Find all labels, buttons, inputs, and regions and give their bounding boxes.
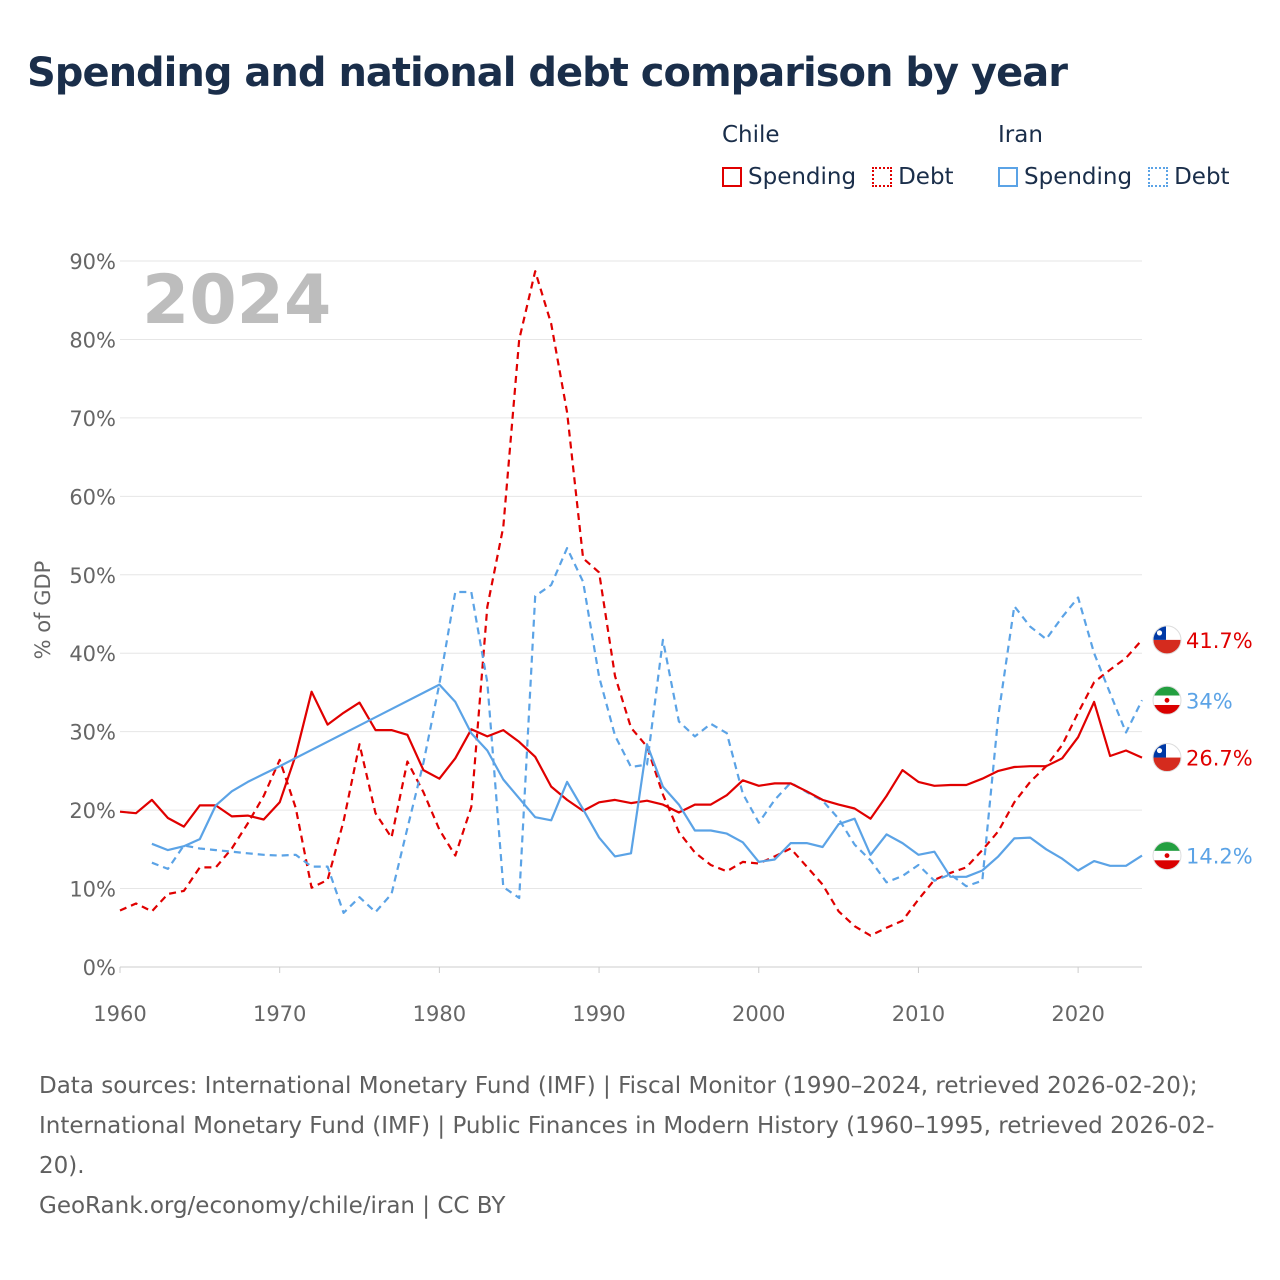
legend-group-label: Iran — [998, 122, 1043, 148]
legend-group-iran: Iran Spending Debt — [998, 122, 1230, 190]
legend-chile-debt[interactable]: Debt — [872, 164, 954, 190]
x-tick-label: 1960 — [93, 1002, 146, 1026]
series-line-chile-debt[interactable] — [119, 270, 1143, 937]
chile-flag-icon — [1153, 743, 1181, 772]
legend-swatch-dotted — [872, 167, 893, 187]
end-label-chile-spending[interactable]: 26.7% — [1152, 743, 1253, 773]
end-value-label: 34% — [1186, 689, 1233, 713]
y-tick-label: 20% — [69, 799, 116, 823]
year-watermark: 2024 — [142, 261, 331, 340]
x-tick-label: 2010 — [892, 1002, 945, 1026]
legend-swatch-solid — [998, 167, 1018, 187]
end-label-iran-debt[interactable]: 34% — [1152, 685, 1233, 715]
x-tick-label: 2020 — [1051, 1002, 1104, 1026]
iran-flag-icon — [1153, 686, 1181, 715]
chart-title: Spending and national debt comparison by… — [27, 50, 1068, 96]
end-label-chile-debt[interactable]: 41.7% — [1152, 625, 1253, 655]
y-tick-label: 80% — [69, 328, 116, 352]
x-axis-ticks: 1960 1970 1980 1990 2000 2010 2020 — [93, 967, 1105, 1026]
y-tick-label: 70% — [69, 407, 116, 431]
end-value-label: 14.2% — [1186, 845, 1253, 869]
legend-iran-spending[interactable]: Spending — [998, 164, 1132, 190]
y-tick-label: 30% — [69, 721, 116, 745]
series-lines — [119, 270, 1143, 937]
legend-item-label: Debt — [898, 164, 954, 190]
gridlines — [120, 260, 1142, 968]
legend-item-label: Spending — [1024, 164, 1133, 190]
legend-group-label: Chile — [722, 122, 780, 148]
legend-group-chile: Chile Spending Debt — [722, 122, 954, 190]
series-end-markers: 26.7% 41.7% 14.2% 34% — [1152, 625, 1253, 871]
legend-item-label: Spending — [748, 164, 857, 190]
series-line-chile-spending[interactable] — [119, 690, 1143, 828]
data-sources: Data sources: International Monetary Fun… — [39, 1073, 1215, 1179]
y-axis-label: % of GDP — [31, 561, 55, 660]
footer: Data sources: International Monetary Fun… — [39, 1066, 1239, 1226]
line-chart: 0%10%20%30%40%50%60%70%80%90% 1960 1970 19… — [31, 250, 1253, 1026]
y-tick-label: 10% — [69, 878, 116, 902]
x-tick-label: 2000 — [732, 1002, 785, 1026]
y-tick-label: 0% — [83, 956, 116, 980]
series-line-iran-spending[interactable] — [151, 683, 1143, 878]
x-tick-label: 1990 — [572, 1002, 625, 1026]
credit-link[interactable]: GeoRank.org/economy/chile/iran | CC BY — [39, 1193, 506, 1219]
y-tick-label: 90% — [69, 250, 116, 274]
iran-flag-icon — [1153, 841, 1181, 870]
x-tick-label: 1980 — [413, 1002, 466, 1026]
legend-swatch-solid — [722, 167, 742, 187]
end-value-label: 41.7% — [1186, 629, 1253, 653]
legend-swatch-dotted — [1148, 167, 1169, 187]
legend-iran-debt[interactable]: Debt — [1148, 164, 1230, 190]
end-label-iran-spending[interactable]: 14.2% — [1152, 841, 1253, 871]
y-axis-ticks: 0% 10% 20% 30% 40% 50% 60% 70% 80% 90% — [69, 250, 116, 980]
end-value-label: 26.7% — [1186, 747, 1253, 771]
series-line-iran-debt[interactable] — [151, 547, 1143, 914]
legend-chile-spending[interactable]: Spending — [722, 164, 856, 190]
y-tick-label: 50% — [69, 564, 116, 588]
x-tick-label: 1970 — [253, 1002, 306, 1026]
y-tick-label: 60% — [69, 485, 116, 509]
y-tick-label: 40% — [69, 642, 116, 666]
legend-item-label: Debt — [1174, 164, 1230, 190]
